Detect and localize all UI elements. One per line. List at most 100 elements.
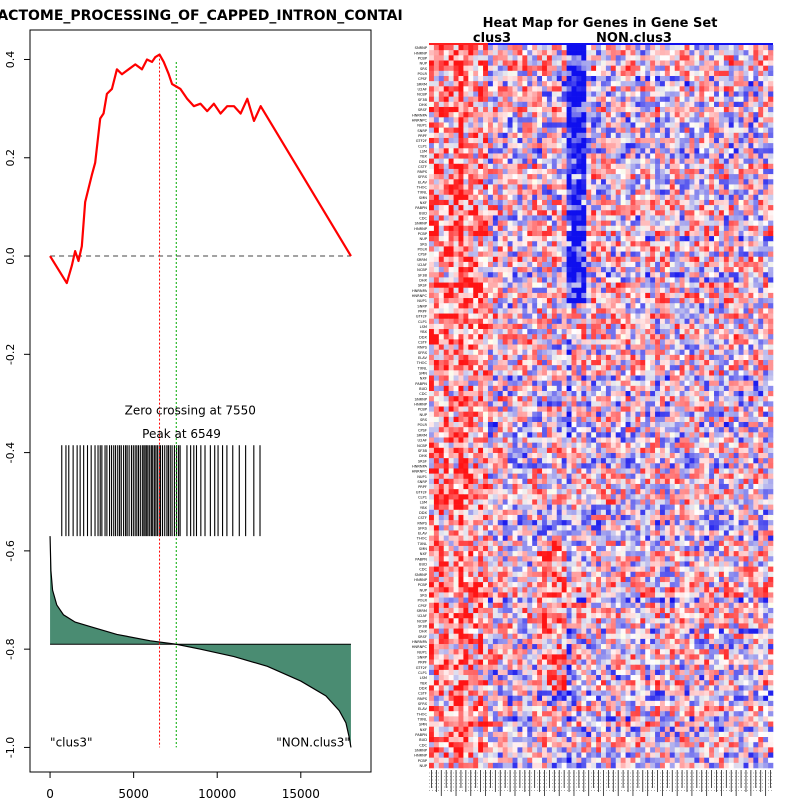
heatmap-cell xyxy=(611,138,616,143)
heatmap-cell xyxy=(635,195,640,200)
heatmap-cell xyxy=(729,143,734,148)
heatmap-cell xyxy=(517,91,522,96)
heatmap-cell xyxy=(527,45,532,50)
heatmap-cell xyxy=(768,226,773,231)
heatmap-cell xyxy=(542,293,547,298)
heatmap-cell xyxy=(630,138,635,143)
heatmap-cell xyxy=(581,133,586,138)
hit-bars-layer xyxy=(62,445,260,536)
heatmap-cell xyxy=(724,86,729,91)
heatmap-cell xyxy=(621,298,626,303)
heatmap-cell xyxy=(547,298,552,303)
heatmap-cell xyxy=(468,339,473,344)
heatmap-cell xyxy=(753,45,758,50)
heatmap-cell xyxy=(739,252,744,257)
heatmap-cell xyxy=(513,339,518,344)
heatmap-cell xyxy=(454,210,459,215)
heatmap-cell xyxy=(522,107,527,112)
heatmap-cell xyxy=(704,252,709,257)
heatmap-cell xyxy=(567,288,572,293)
heatmap-cell xyxy=(517,381,522,386)
heatmap-cell xyxy=(685,179,690,184)
heatmap-cell xyxy=(542,86,547,91)
heatmap-cell xyxy=(709,334,714,339)
heatmap-cell xyxy=(576,267,581,272)
heatmap-cell xyxy=(768,190,773,195)
heatmap-cell xyxy=(768,396,773,401)
heatmap-cell xyxy=(744,169,749,174)
heatmap-cell xyxy=(562,355,567,360)
heatmap-cell xyxy=(616,376,621,381)
heatmap-cell xyxy=(517,252,522,257)
heatmap-cell xyxy=(670,381,675,386)
heatmap-cell xyxy=(552,60,557,65)
heatmap-cell xyxy=(454,360,459,365)
heatmap-cell xyxy=(734,370,739,375)
heatmap-cell xyxy=(660,262,665,267)
heatmap-cell xyxy=(586,200,591,205)
heatmap-cell xyxy=(694,252,699,257)
heatmap-cell xyxy=(517,277,522,282)
heatmap-cell xyxy=(513,231,518,236)
heatmap-cell xyxy=(729,195,734,200)
heatmap-cell xyxy=(527,350,532,355)
heatmap-cell xyxy=(468,257,473,262)
heatmap-cell xyxy=(458,60,463,65)
heatmap-cell xyxy=(591,288,596,293)
heatmap-cell xyxy=(478,200,483,205)
heatmap-cell xyxy=(532,184,537,189)
heatmap-cell xyxy=(694,97,699,102)
heatmap-cell xyxy=(454,138,459,143)
heatmap-cell xyxy=(483,365,488,370)
heatmap-cell xyxy=(645,122,650,127)
heatmap-cell xyxy=(621,386,626,391)
heatmap-cell xyxy=(655,143,660,148)
heatmap-cell xyxy=(655,179,660,184)
heatmap-cell xyxy=(655,226,660,231)
heatmap-cell xyxy=(640,308,645,313)
heatmap-cell xyxy=(498,190,503,195)
heatmap-cell xyxy=(552,334,557,339)
heatmap-cell xyxy=(714,45,719,50)
heatmap-cell xyxy=(714,81,719,86)
heatmap-cell xyxy=(709,164,714,169)
heatmap-cell xyxy=(650,122,655,127)
heatmap-cell xyxy=(709,122,714,127)
heatmap-cell xyxy=(685,381,690,386)
heatmap-cell xyxy=(606,184,611,189)
heatmap-cell xyxy=(655,205,660,210)
heatmap-cell xyxy=(645,246,650,251)
heatmap-cell xyxy=(557,365,562,370)
heatmap-cell xyxy=(439,329,444,334)
heatmap-cell xyxy=(468,360,473,365)
heatmap-cell xyxy=(488,195,493,200)
heatmap-cell xyxy=(537,112,542,117)
heatmap-cell xyxy=(478,355,483,360)
heatmap-cell xyxy=(444,122,449,127)
heatmap-cell xyxy=(729,252,734,257)
heatmap-cell xyxy=(689,293,694,298)
heatmap-cell xyxy=(616,60,621,65)
heatmap-cell xyxy=(704,386,709,391)
heatmap-cell xyxy=(680,215,685,220)
heatmap-cell xyxy=(685,241,690,246)
heatmap-cell xyxy=(542,91,547,96)
heatmap-cell xyxy=(478,164,483,169)
heatmap-cell xyxy=(532,391,537,396)
heatmap-cell xyxy=(719,267,724,272)
heatmap-cell xyxy=(552,91,557,96)
heatmap-cell xyxy=(513,143,518,148)
heatmap-cell xyxy=(508,122,513,127)
heatmap-cell xyxy=(493,97,498,102)
heatmap-cell xyxy=(748,381,753,386)
heatmap-cell xyxy=(719,122,724,127)
heatmap-cell xyxy=(768,350,773,355)
heatmap-cell xyxy=(744,308,749,313)
heatmap-cell xyxy=(685,148,690,153)
heatmap-cell xyxy=(576,391,581,396)
heatmap-cell xyxy=(675,324,680,329)
heatmap-cell xyxy=(522,350,527,355)
heatmap-cell xyxy=(434,308,439,313)
heatmap-cell xyxy=(552,138,557,143)
heatmap-cell xyxy=(670,164,675,169)
